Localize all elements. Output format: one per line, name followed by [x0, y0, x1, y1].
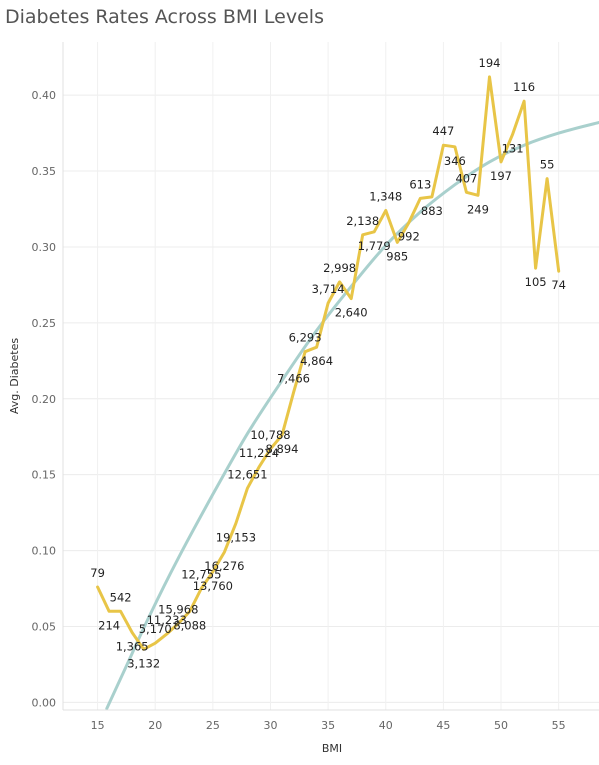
data-label: 542	[110, 590, 132, 604]
data-label: 4,864	[300, 354, 333, 368]
data-label: 7,466	[277, 372, 310, 386]
diabetes-rate-line	[96, 75, 561, 651]
data-label: 5,170	[139, 622, 172, 636]
x-tick-label: 15	[91, 719, 105, 732]
data-label: 116	[513, 80, 535, 94]
y-axis-title: Avg. Diabetes	[8, 338, 21, 414]
x-axis-title: BMI	[322, 742, 342, 755]
data-label: 131	[502, 142, 524, 156]
data-label: 12,651	[227, 467, 267, 481]
y-tick-label: 0.10	[32, 545, 57, 558]
data-label: 105	[525, 275, 547, 289]
data-label: 3,714	[312, 282, 345, 296]
data-label: 11,233	[147, 613, 187, 627]
data-label: 19,153	[216, 530, 256, 544]
data-label: 1,779	[358, 239, 391, 253]
data-label: 194	[479, 56, 501, 70]
data-label: 985	[386, 249, 408, 263]
data-label: 1,365	[116, 640, 149, 654]
y-tick-label: 0.35	[32, 165, 57, 178]
data-label: 407	[455, 171, 477, 185]
data-label: 6,293	[289, 331, 322, 345]
data-label: 1,348	[369, 190, 402, 204]
data-label: 2,138	[346, 214, 379, 228]
data-label: 16,276	[204, 559, 244, 573]
data-label: 2,640	[335, 306, 368, 320]
axes: 0.00 0.05 0.10 0.15 0.20 0.25 0.30 0.35 0.40 15 20…	[8, 42, 599, 755]
data-label: 12,755	[181, 568, 221, 582]
y-tick-label: 0.20	[32, 393, 57, 406]
data-label: 2,998	[323, 261, 356, 275]
y-tick-label: 0.00	[32, 696, 57, 709]
data-label: 3,132	[127, 656, 160, 670]
x-tick-label: 50	[494, 719, 508, 732]
x-tick-label: 20	[148, 719, 162, 732]
y-tick-label: 0.30	[32, 241, 57, 254]
data-label: 10,788	[250, 428, 290, 442]
data-label: 74	[551, 278, 566, 292]
data-label: 883	[421, 204, 443, 218]
data-label: 214	[98, 618, 120, 632]
data-label: 15,968	[158, 602, 198, 616]
x-tick-label: 35	[321, 719, 335, 732]
x-tick-label: 55	[552, 719, 566, 732]
data-label: 992	[398, 230, 420, 244]
y-tick-label: 0.15	[32, 469, 57, 482]
x-tick-label: 45	[436, 719, 450, 732]
series-line-layer	[96, 75, 561, 651]
data-label: 346	[444, 154, 466, 168]
x-tick-label: 25	[206, 719, 220, 732]
gridlines	[63, 42, 599, 710]
y-tick-label: 0.40	[32, 89, 57, 102]
chart-title: Diabetes Rates Across BMI Levels	[5, 6, 324, 28]
data-label: 13,760	[193, 579, 233, 593]
data-label: 197	[490, 169, 512, 183]
data-label: 55	[540, 158, 555, 172]
data-label: 613	[409, 177, 431, 191]
data-label: 79	[90, 566, 105, 580]
data-label: 447	[432, 124, 454, 138]
y-tick-label: 0.25	[32, 317, 57, 330]
data-label: 8,088	[173, 618, 206, 632]
data-label: 11,224	[239, 446, 279, 460]
x-tick-label: 40	[379, 719, 393, 732]
x-tick-label: 30	[263, 719, 277, 732]
data-label: 8,894	[266, 442, 299, 456]
y-tick-label: 0.05	[32, 621, 57, 634]
data-label: 249	[467, 202, 489, 216]
